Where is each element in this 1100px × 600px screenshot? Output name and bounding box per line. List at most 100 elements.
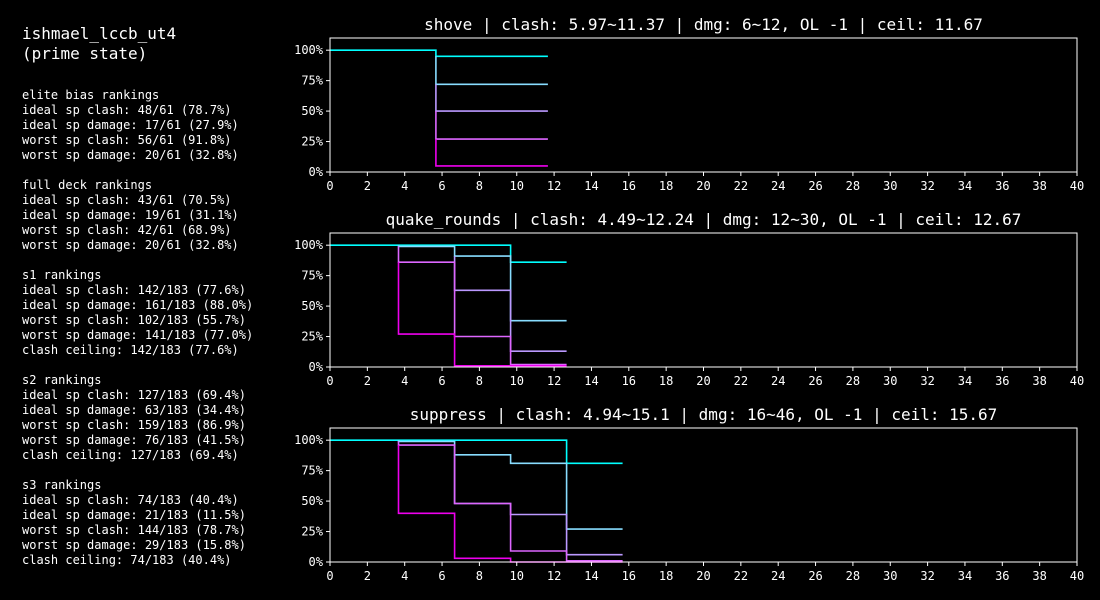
y-tick-label: 100% <box>294 433 324 447</box>
y-tick-label: 0% <box>309 555 324 569</box>
chart-panel-3: suppress | clash: 4.94~15.1 | dmg: 16~46… <box>294 405 1084 583</box>
x-tick-label: 38 <box>1032 374 1046 388</box>
axes-frame <box>329 232 1078 368</box>
x-tick-label: 0 <box>326 374 333 388</box>
x-tick-label: 32 <box>920 569 934 583</box>
x-tick-label: 32 <box>920 179 934 193</box>
x-tick-label: 16 <box>622 179 636 193</box>
x-tick-label: 36 <box>995 374 1009 388</box>
rankings-section-s1: s1 rankings ideal sp clash: 142/183 (77.… <box>22 268 292 358</box>
series-line-s3 <box>435 111 548 140</box>
x-tick-label: 38 <box>1032 179 1046 193</box>
y-tick-label: 25% <box>301 135 323 149</box>
chart-title: suppress | clash: 4.94~15.1 | dmg: 16~46… <box>410 405 998 424</box>
unit-state: (prime state) <box>22 44 148 63</box>
series-line-s4 <box>435 139 548 167</box>
x-tick-label: 32 <box>920 374 934 388</box>
ranking-line: worst sp damage: 29/183 (15.8%) <box>22 538 246 552</box>
x-tick-label: 20 <box>696 179 710 193</box>
x-tick-label: 14 <box>584 179 598 193</box>
ranking-line: ideal sp clash: 48/61 (78.7%) <box>22 103 232 117</box>
rankings-section-s3: s3 rankings ideal sp clash: 74/183 (40.4… <box>22 478 292 568</box>
x-tick-label: 34 <box>958 569 972 583</box>
x-tick-label: 18 <box>659 374 673 388</box>
chart-panel-1: shove | clash: 5.97~11.37 | dmg: 6~12, O… <box>294 15 1084 193</box>
section-heading: s1 rankings <box>22 268 102 282</box>
x-tick-label: 22 <box>734 569 748 583</box>
x-tick-label: 20 <box>696 569 710 583</box>
x-tick-label: 10 <box>510 179 524 193</box>
ranking-line: worst sp damage: 20/61 (32.8%) <box>22 148 239 162</box>
ranking-line: ideal sp clash: 74/183 (40.4%) <box>22 493 239 507</box>
x-tick-label: 10 <box>510 374 524 388</box>
x-tick-label: 30 <box>883 374 897 388</box>
ranking-line: ideal sp damage: 17/61 (27.9%) <box>22 118 239 132</box>
x-tick-label: 30 <box>883 179 897 193</box>
series-line-s3 <box>397 441 623 562</box>
x-tick-label: 24 <box>771 179 785 193</box>
ranking-line: clash ceiling: 127/183 (69.4%) <box>22 448 239 462</box>
ranking-line: ideal sp damage: 63/183 (34.4%) <box>22 403 246 417</box>
x-tick-label: 2 <box>364 179 371 193</box>
x-tick-label: 12 <box>547 569 561 583</box>
x-tick-label: 0 <box>326 569 333 583</box>
ranking-line: worst sp clash: 42/61 (68.9%) <box>22 223 232 237</box>
y-tick-label: 75% <box>301 74 323 88</box>
x-tick-label: 20 <box>696 374 710 388</box>
x-tick-label: 40 <box>1070 374 1084 388</box>
section-heading: s3 rankings <box>22 478 102 492</box>
x-tick-label: 12 <box>547 179 561 193</box>
x-tick-label: 12 <box>547 374 561 388</box>
chart-panel-2: quake_rounds | clash: 4.49~12.24 | dmg: … <box>294 210 1084 388</box>
x-tick-label: 8 <box>476 374 483 388</box>
ranking-line: ideal sp damage: 21/183 (11.5%) <box>22 508 246 522</box>
ranking-line: clash ceiling: 74/183 (40.4%) <box>22 553 232 567</box>
ranking-line: worst sp damage: 76/183 (41.5%) <box>22 433 246 447</box>
x-tick-label: 14 <box>584 374 598 388</box>
series-line-s1 <box>435 56 548 86</box>
x-tick-label: 6 <box>438 179 445 193</box>
ranking-line: worst sp clash: 144/183 (78.7%) <box>22 523 246 537</box>
x-tick-label: 0 <box>326 179 333 193</box>
x-tick-label: 6 <box>438 569 445 583</box>
x-tick-label: 2 <box>364 374 371 388</box>
x-tick-label: 6 <box>438 374 445 388</box>
x-tick-label: 18 <box>659 569 673 583</box>
x-tick-label: 4 <box>401 374 408 388</box>
series-line-s0 <box>330 49 548 58</box>
series-line-s3 <box>397 246 567 366</box>
x-tick-label: 22 <box>734 374 748 388</box>
x-tick-label: 10 <box>510 569 524 583</box>
rankings-section-elite-bias: elite bias rankings ideal sp clash: 48/6… <box>22 88 292 163</box>
ranking-line: ideal sp clash: 142/183 (77.6%) <box>22 283 246 297</box>
ranking-line: ideal sp damage: 19/61 (31.1%) <box>22 208 239 222</box>
x-tick-label: 22 <box>734 179 748 193</box>
series-line-s0 <box>330 244 567 264</box>
y-tick-label: 0% <box>309 165 324 179</box>
x-tick-label: 30 <box>883 569 897 583</box>
ranking-line: clash ceiling: 142/183 (77.6%) <box>22 343 239 357</box>
y-tick-label: 50% <box>301 299 323 313</box>
x-tick-label: 26 <box>808 374 822 388</box>
ranking-line: ideal sp damage: 161/183 (88.0%) <box>22 298 254 312</box>
ranking-line: worst sp clash: 56/61 (91.8%) <box>22 133 232 147</box>
stats-sidebar: ishmael_lccb_ut4 (prime state) elite bia… <box>22 24 292 583</box>
series-line-s1 <box>397 440 623 530</box>
y-tick-label: 100% <box>294 238 324 252</box>
x-tick-label: 24 <box>771 569 785 583</box>
axes-frame <box>329 427 1078 563</box>
x-tick-label: 38 <box>1032 569 1046 583</box>
x-tick-label: 16 <box>622 374 636 388</box>
series-line-s1 <box>397 245 567 322</box>
ranking-line: ideal sp clash: 127/183 (69.4%) <box>22 388 246 402</box>
x-tick-label: 2 <box>364 569 371 583</box>
x-tick-label: 28 <box>846 569 860 583</box>
series-line-s0 <box>330 439 623 465</box>
x-tick-label: 28 <box>846 179 860 193</box>
ranking-line: worst sp damage: 20/61 (32.8%) <box>22 238 239 252</box>
x-tick-label: 36 <box>995 569 1009 583</box>
chart-title: shove | clash: 5.97~11.37 | dmg: 6~12, O… <box>424 15 983 34</box>
y-tick-label: 100% <box>294 43 324 57</box>
y-tick-label: 25% <box>301 525 323 539</box>
